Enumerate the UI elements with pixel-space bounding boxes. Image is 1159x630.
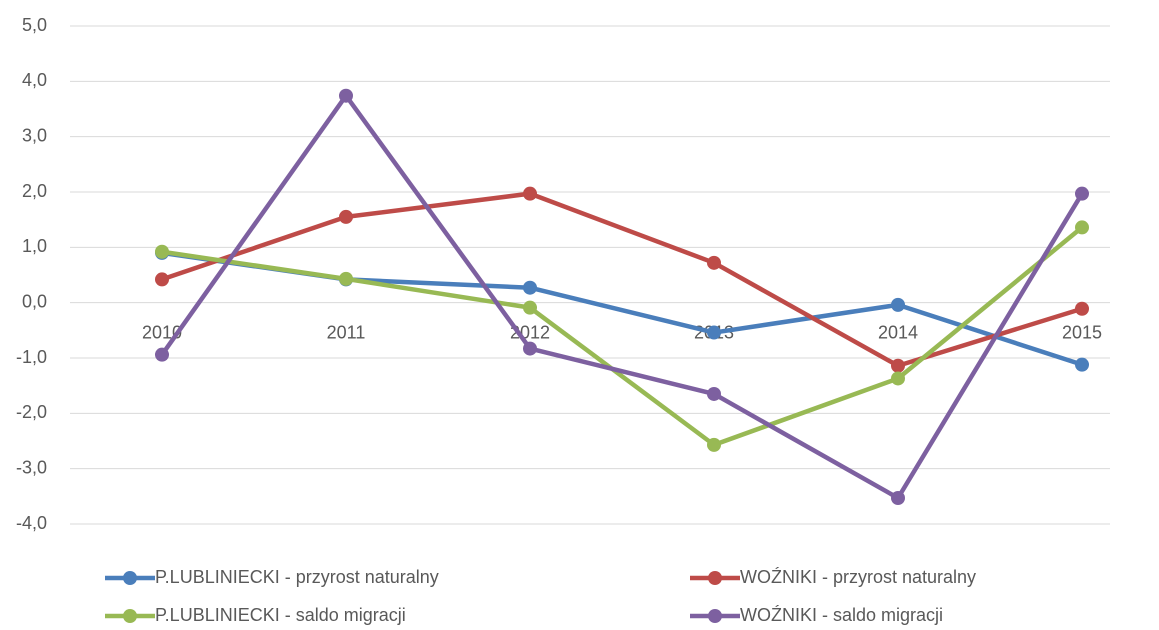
y-tick-label: 5,0 [22,15,47,35]
y-tick-label: 0,0 [22,291,47,311]
data-point [339,88,353,103]
y-tick-label: -3,0 [16,457,47,477]
series-line [161,191,1083,368]
data-point [523,300,537,315]
series-line [160,93,1084,501]
legend-label: P.LUBLINIECKI - saldo migracji [155,605,406,625]
legend-marker [123,609,137,623]
legend-label: WOŹNIKI - saldo migracji [740,605,943,625]
x-tick-label: 2011 [327,322,366,342]
data-point [707,325,721,340]
data-point [707,255,721,270]
y-tick-label: 1,0 [22,236,47,256]
data-point [155,347,169,362]
legend-marker [708,609,722,623]
legend-label: WOŹNIKI - przyrost naturalny [740,567,976,587]
data-point [339,271,353,286]
data-point [891,371,905,386]
legend-entry: WOŹNIKI - przyrost naturalny [690,567,976,587]
data-point [1075,220,1089,235]
data-point [155,244,169,259]
legend-entry: WOŹNIKI - saldo migracji [690,605,943,625]
y-tick-label: -2,0 [16,402,47,422]
data-point [707,437,721,452]
legend-label: P.LUBLINIECKI - przyrost naturalny [155,567,439,587]
legend-entry: P.LUBLINIECKI - przyrost naturalny [105,567,439,587]
data-point [891,297,905,312]
data-point [523,280,537,295]
data-point [155,272,169,287]
series-line [161,225,1084,448]
data-point [523,341,537,356]
data-point [339,209,353,224]
data-point [707,386,721,401]
y-tick-label: 2,0 [22,181,47,201]
x-tick-label: 2014 [878,322,918,342]
x-tick-label: 2015 [1062,322,1102,342]
data-point [523,186,537,201]
data-point [1075,357,1089,372]
data-point [1075,301,1089,316]
grid [70,25,1110,525]
legend-entry: P.LUBLINIECKI - saldo migracji [105,605,406,625]
legend-marker [708,571,722,585]
data-point [891,490,905,505]
series-line [161,250,1083,367]
y-tick-label: -1,0 [16,347,47,367]
data-point [1075,186,1089,201]
data-point [891,358,905,373]
legend-marker [123,571,137,585]
y-tick-label: 4,0 [22,70,47,90]
y-tick-label: 3,0 [22,125,47,145]
y-tick-label: -4,0 [16,513,47,533]
